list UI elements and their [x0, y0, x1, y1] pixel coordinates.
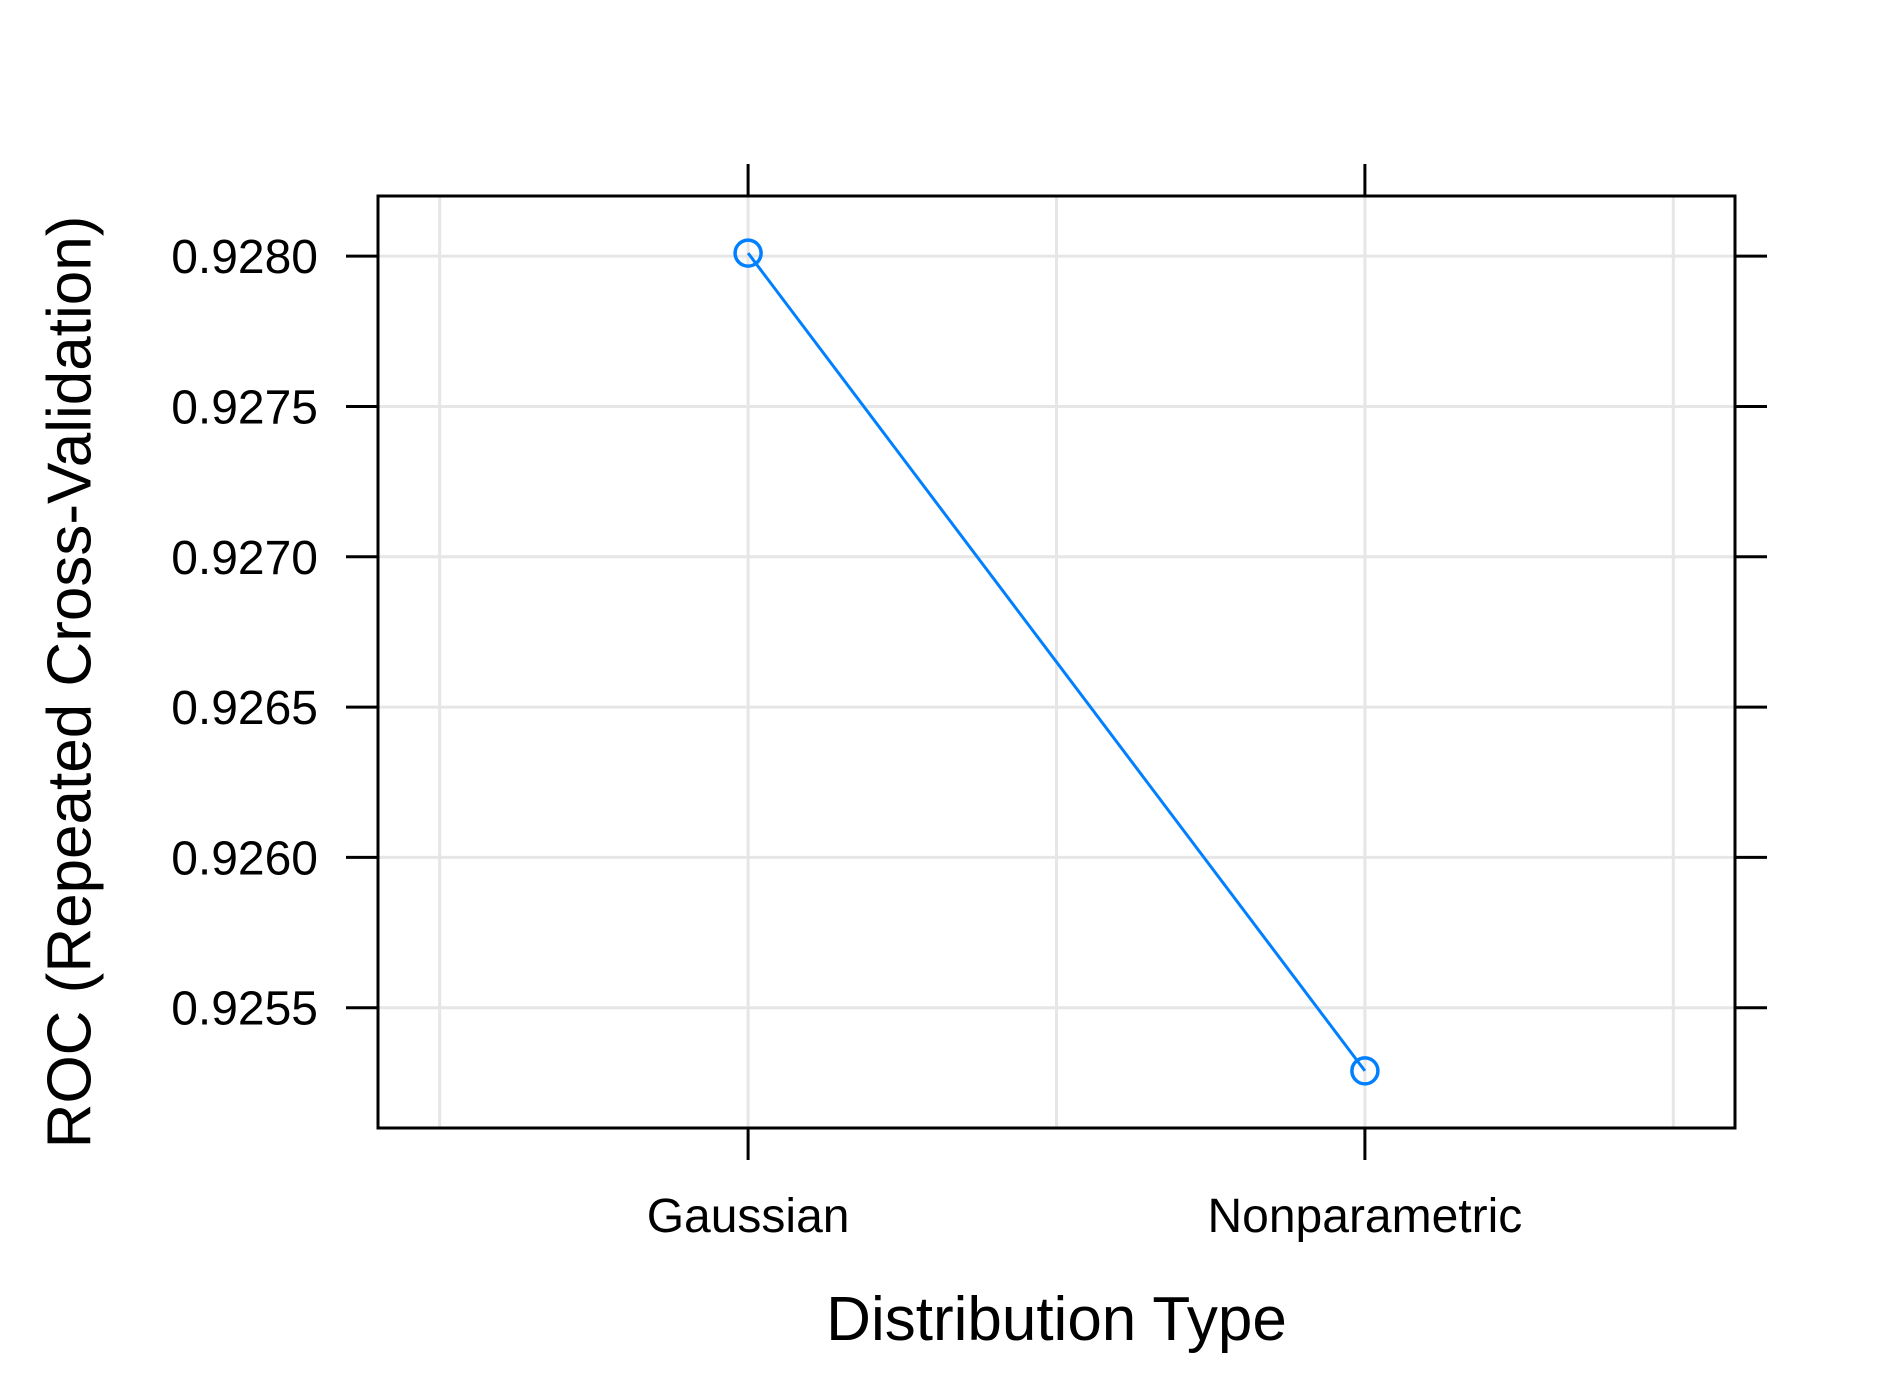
x-tick-labels: Gaussian Nonparametric	[647, 1190, 1523, 1243]
series-layer	[733, 238, 1380, 1086]
series-line	[746, 252, 1367, 1072]
x-tick-label: Gaussian	[647, 1190, 850, 1243]
x-tick-label: Nonparametric	[1208, 1190, 1523, 1243]
y-axis-title: ROC (Repeated Cross-Validation)	[36, 216, 105, 1149]
y-tick-label: 0.9275	[171, 381, 318, 434]
y-tick-labels: 0.9255 0.9260 0.9265 0.9270 0.9275 0.9280	[171, 231, 318, 1036]
plot-frame	[376, 194, 1737, 1130]
y-tick-label: 0.9260	[171, 832, 318, 885]
x-axis-title: Distribution Type	[826, 1285, 1287, 1354]
data-point	[733, 238, 763, 268]
y-tick-label: 0.9270	[171, 532, 318, 585]
data-point	[1350, 1056, 1380, 1086]
y-tick-label: 0.9280	[171, 231, 318, 284]
y-tick-label: 0.9255	[171, 983, 318, 1036]
axis-ticks	[346, 164, 1767, 1160]
y-tick-label: 0.9265	[171, 682, 318, 735]
